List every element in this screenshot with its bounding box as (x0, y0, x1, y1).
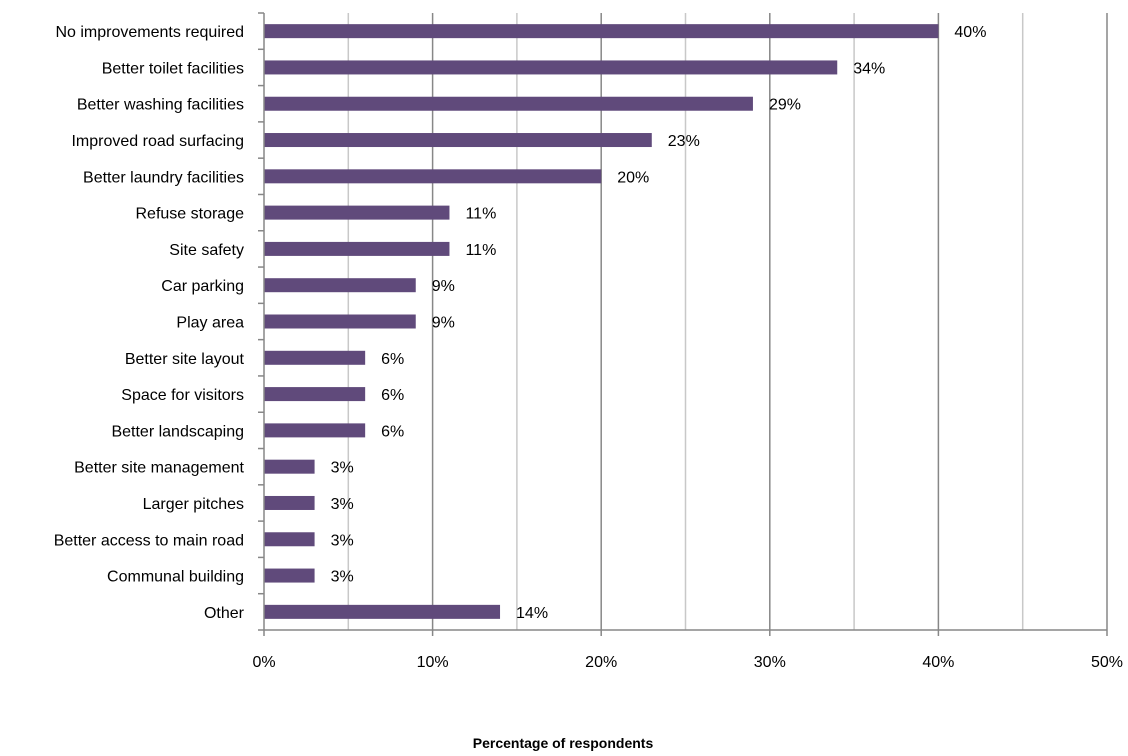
bar (264, 459, 315, 474)
data-label: 29% (769, 97, 801, 114)
data-label: 3% (331, 532, 354, 549)
x-axis-title: Percentage of respondents (473, 735, 654, 751)
data-label: 9% (432, 315, 455, 332)
category-label: Better site management (74, 460, 244, 477)
category-label: Communal building (107, 569, 244, 586)
data-label: 14% (516, 605, 548, 622)
data-label: 6% (381, 351, 404, 368)
bar (264, 24, 939, 39)
data-label: 11% (465, 242, 496, 259)
data-label: 11% (465, 206, 496, 223)
bar (264, 495, 315, 510)
data-label: 6% (381, 423, 404, 440)
category-label: Better toilet facilities (102, 60, 244, 77)
bar (264, 241, 450, 256)
category-label: Better access to main road (54, 532, 244, 549)
data-label: 20% (617, 169, 649, 186)
bar (264, 314, 416, 329)
axes (258, 12, 1108, 636)
x-tick-label: 20% (585, 654, 617, 671)
data-label: 9% (432, 278, 455, 295)
category-label: Play area (176, 315, 244, 332)
bar (264, 205, 450, 220)
category-label: No improvements required (55, 24, 244, 41)
x-tick-label: 40% (922, 654, 954, 671)
x-tick-labels: 0% 10% 20% 30% 40% 50% (252, 654, 1123, 671)
bar (264, 278, 416, 293)
category-label: Better site layout (125, 351, 245, 368)
bar (264, 96, 753, 111)
category-label: Improved road surfacing (71, 133, 244, 150)
data-label: 23% (668, 133, 700, 150)
category-label: Car parking (161, 278, 244, 295)
category-label: Site safety (169, 242, 244, 259)
bar (264, 350, 366, 365)
bar (264, 387, 366, 402)
category-labels: No improvements required Better toilet fa… (54, 24, 245, 622)
x-tick-label: 0% (252, 654, 275, 671)
category-label: Better washing facilities (77, 97, 244, 114)
data-label: 3% (331, 460, 354, 477)
category-label: Better laundry facilities (83, 169, 244, 186)
x-tick-label: 10% (417, 654, 449, 671)
bar (264, 532, 315, 547)
data-labels: 40% 34% 29% 23% 20% 11% 11% 9% 9% 6% 6% 6% 3% 3% 3% 3% 1… (331, 24, 987, 622)
data-label: 34% (853, 60, 885, 77)
data-label: 40% (954, 24, 986, 41)
category-label: Better landscaping (111, 423, 244, 440)
bars (264, 24, 939, 619)
category-label: Other (204, 605, 245, 622)
bar (264, 604, 501, 619)
gridlines (347, 13, 1108, 630)
bar (264, 568, 315, 583)
data-label: 3% (331, 496, 354, 513)
bar (264, 423, 366, 438)
x-tick-label: 30% (754, 654, 786, 671)
category-label: Refuse storage (135, 206, 244, 223)
category-label: Space for visitors (121, 387, 244, 404)
data-label: 6% (381, 387, 404, 404)
bar (264, 133, 652, 148)
bar (264, 60, 838, 75)
category-label: Larger pitches (143, 496, 244, 513)
data-label: 3% (331, 569, 354, 586)
x-tick-label: 50% (1091, 654, 1123, 671)
bar (264, 169, 602, 184)
